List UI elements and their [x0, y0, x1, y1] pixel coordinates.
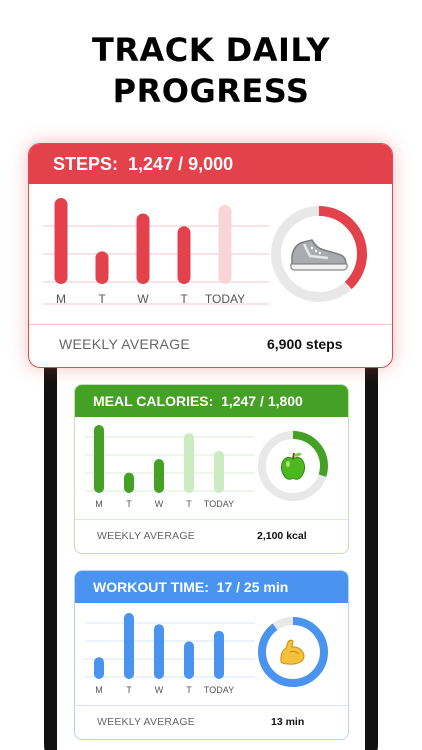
steps-goal: 9,000	[188, 154, 234, 174]
flexed-biceps-icon	[277, 635, 309, 669]
meal-bar-4	[214, 450, 224, 493]
workout-card-header: WORKOUT TIME: 17 / 25 min	[75, 571, 348, 603]
workout-bar-1	[124, 613, 134, 679]
meal-tick-label-0: M	[95, 499, 103, 509]
meal-current: 1,247	[221, 393, 257, 409]
workout-label: WORKOUT TIME:	[93, 579, 209, 595]
steps-chart-svg: M T W T TODAY	[43, 198, 269, 306]
workout-separator: /	[236, 579, 241, 595]
meal-weekly-chart: M T W T TODAY	[85, 423, 255, 511]
workout-bar-4	[214, 630, 224, 679]
steps-bar-2	[136, 213, 150, 284]
steps-tick-label-0: M	[56, 292, 66, 306]
steps-tick-label-1: T	[98, 292, 106, 306]
steps-bar-4	[218, 204, 232, 284]
steps-tick-label-2: W	[137, 292, 149, 306]
meal-progress-ring	[258, 431, 328, 501]
steps-separator: /	[178, 154, 184, 174]
workout-footer-label: WEEKLY AVERAGE	[97, 716, 195, 728]
steps-weekly-chart: M T W T TODAY	[43, 192, 269, 320]
workout-divider	[75, 705, 348, 706]
workout-weekly-chart: M T W T TODAY	[85, 609, 255, 697]
steps-footer-value: 6,900 steps	[267, 336, 343, 352]
workout-bar-0	[94, 657, 104, 679]
workout-goal: 25 min	[243, 579, 289, 595]
workout-footer-value: 13 min	[271, 716, 305, 728]
meal-separator: /	[260, 393, 264, 409]
steps-bar-0	[54, 198, 68, 284]
steps-label: STEPS:	[53, 154, 119, 174]
workout-bar-3	[184, 641, 194, 679]
meal-tick-label-2: W	[155, 499, 164, 509]
meal-divider	[75, 519, 348, 520]
steps-bar-3	[177, 226, 191, 284]
steps-progress-ring	[271, 206, 367, 302]
headline: TRACK DAILY PROGRESS	[0, 30, 422, 112]
meal-label: MEAL CALORIES:	[93, 393, 214, 409]
headline-line-2: PROGRESS	[112, 72, 310, 110]
steps-card[interactable]: STEPS: 1,247 / 9,000 M T W T TODAY WEEKLY AV…	[28, 143, 393, 368]
meal-bar-3	[184, 433, 194, 493]
workout-bar-2	[154, 624, 164, 679]
workout-current: 17	[216, 579, 233, 595]
workout-chart-svg: M T W T TODAY	[85, 613, 255, 695]
meal-ring-progress	[258, 431, 328, 501]
steps-footer-label: WEEKLY AVERAGE	[59, 336, 191, 352]
steps-ring-progress	[271, 206, 367, 302]
steps-card-header: STEPS: 1,247 / 9,000	[29, 144, 392, 184]
headline-line-1: TRACK DAILY	[92, 31, 330, 69]
workout-tick-label-0: M	[95, 685, 103, 695]
steps-current: 1,247	[128, 154, 174, 174]
workout-tick-label-3: T	[186, 685, 192, 695]
workout-tick-label-2: W	[155, 685, 164, 695]
workout-progress-ring	[258, 617, 328, 687]
meal-calories-card[interactable]: MEAL CALORIES: 1,247 / 1,800 M T W T TODAY W…	[74, 384, 349, 554]
apple-icon	[277, 449, 309, 483]
meal-tick-label-4: TODAY	[204, 499, 234, 509]
sneaker-icon	[285, 232, 353, 276]
workout-ring-progress	[258, 617, 328, 687]
workout-tick-label-4: TODAY	[204, 685, 234, 695]
meal-bar-0	[94, 425, 104, 493]
meal-footer-label: WEEKLY AVERAGE	[97, 530, 195, 542]
steps-tick-label-3: T	[180, 292, 188, 306]
meal-chart-svg: M T W T TODAY	[85, 425, 255, 509]
meal-goal: 1,800	[267, 393, 303, 409]
steps-bar-1	[95, 251, 109, 284]
workout-tick-label-1: T	[126, 685, 132, 695]
meal-tick-label-1: T	[126, 499, 132, 509]
meal-tick-label-3: T	[186, 499, 192, 509]
meal-bar-1	[124, 472, 134, 493]
steps-tick-label-4: TODAY	[205, 292, 245, 306]
workout-time-card[interactable]: WORKOUT TIME: 17 / 25 min M T W T TODAY WEEK…	[74, 570, 349, 740]
meal-card-header: MEAL CALORIES: 1,247 / 1,800	[75, 385, 348, 417]
meal-bar-2	[154, 459, 164, 493]
meal-footer-value: 2,100 kcal	[257, 530, 307, 542]
steps-divider	[29, 324, 392, 325]
